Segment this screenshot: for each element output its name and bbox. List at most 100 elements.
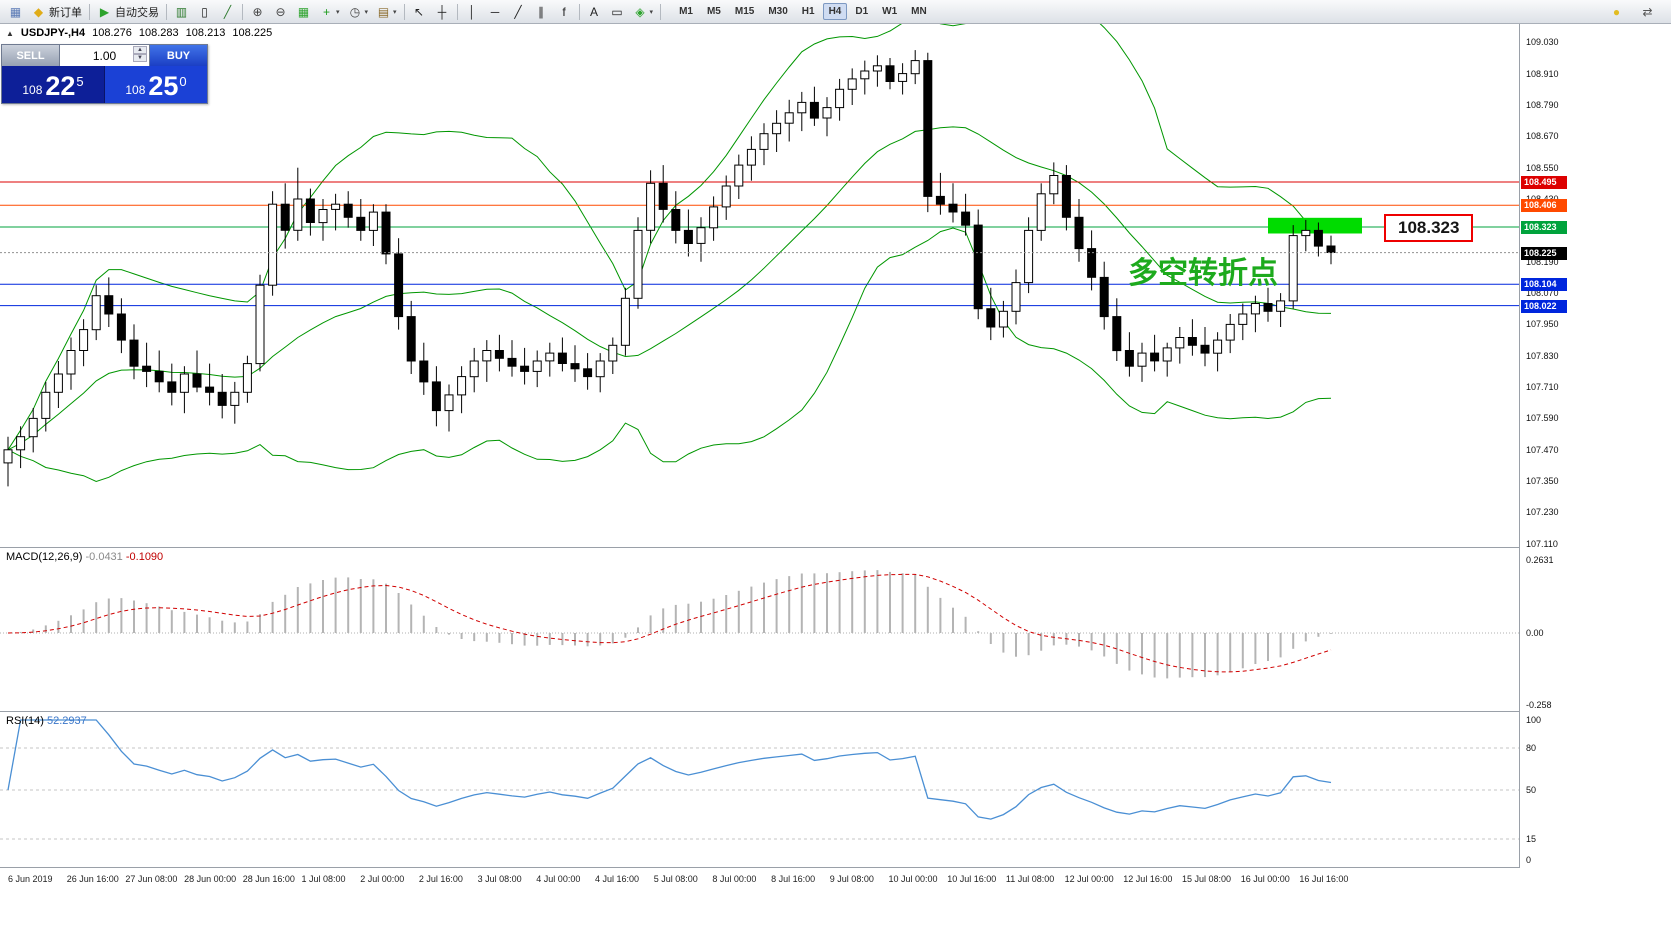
toolbar-separator bbox=[456, 3, 458, 20]
sell-price[interactable]: 108 22 5 bbox=[2, 66, 105, 103]
rsi-axis-label: 80 bbox=[1526, 743, 1537, 753]
timeframe-M1[interactable]: M1 bbox=[679, 6, 693, 17]
bollinger-bands bbox=[7, 24, 1332, 483]
time-label: 16 Jul 00:00 bbox=[1240, 874, 1290, 884]
timeframe-D1[interactable]: D1 bbox=[855, 6, 869, 17]
toolbar-button-periods-icon[interactable]: ◷ ▾ bbox=[344, 1, 373, 23]
toolbar-button-zoom-out-icon[interactable]: ⊖ bbox=[269, 1, 292, 23]
price-tick-label: 108.190 bbox=[1526, 256, 1559, 267]
ohlc-high: 108.283 bbox=[138, 27, 179, 39]
macd-label-text: MACD(12,26,9) bbox=[6, 551, 83, 563]
rsi-levels bbox=[0, 747, 1519, 840]
price-tick-label: 108.790 bbox=[1526, 99, 1559, 110]
price-axis[interactable]: 109.030 108.910 108.790 108.670 108.550 108.4… bbox=[1519, 24, 1671, 868]
highlight-rect[interactable] bbox=[1268, 217, 1362, 234]
candle-chart-icon: ▯ bbox=[201, 4, 208, 19]
text-icon: A bbox=[590, 4, 599, 19]
toolbar-button-bulb-icon[interactable]: ● bbox=[1605, 1, 1628, 23]
timeframe-group: M1 M5 M15 M30 H1 H4 D1 W1 MN bbox=[672, 3, 934, 20]
time-label: 15 Jul 08:00 bbox=[1182, 874, 1232, 884]
time-label: 28 Jun 00:00 bbox=[184, 874, 237, 884]
dropdown-caret-icon: ▾ bbox=[393, 8, 397, 16]
toolbar-button-refresh-icon[interactable]: ⇄ bbox=[1636, 1, 1659, 23]
stepper-up-icon[interactable]: ▲ bbox=[133, 46, 147, 54]
bar-chart-icon: ▥ bbox=[175, 4, 188, 19]
price-tick-label: 108.070 bbox=[1526, 288, 1559, 299]
annotation-text: 多空转折点 bbox=[1128, 257, 1278, 290]
panel-separator[interactable] bbox=[0, 547, 1671, 548]
toolbar-button-app-icon[interactable]: ▦ bbox=[4, 1, 27, 23]
price-tick-label: 108.670 bbox=[1526, 131, 1559, 142]
toolbar-separator bbox=[242, 3, 243, 20]
price-tick-label: 107.950 bbox=[1526, 319, 1559, 330]
rsi-axis-label: 50 bbox=[1526, 785, 1537, 795]
panel-separator bbox=[0, 867, 1671, 868]
timeframe-MN[interactable]: MN bbox=[911, 6, 927, 17]
time-label: 9 Jul 08:00 bbox=[829, 874, 874, 884]
stepper-down-icon[interactable]: ▼ bbox=[133, 54, 147, 62]
fibonacci-icon: f bbox=[562, 4, 566, 19]
toolbar-button-label-icon[interactable]: ▭ bbox=[606, 1, 629, 23]
toolbar-button-fibonacci-icon[interactable]: f bbox=[553, 1, 576, 23]
rsi-chart[interactable] bbox=[0, 712, 1519, 868]
sell-price-prefix: 108 bbox=[22, 83, 43, 97]
price-level-tag: 108.104 bbox=[1521, 278, 1567, 292]
buy-button[interactable]: BUY bbox=[149, 45, 207, 66]
toolbar-button-bar-chart-icon[interactable]: ▥ bbox=[170, 1, 193, 23]
panel-separator[interactable] bbox=[0, 711, 1671, 712]
time-label: 16 Jul 16:00 bbox=[1299, 874, 1349, 884]
toolbar-button-arrows-icon[interactable]: ◈ ▾ bbox=[629, 1, 658, 23]
toolbar-separator bbox=[89, 3, 90, 20]
macd-value-2: -0.1090 bbox=[125, 551, 164, 563]
toolbar-button-indicators-icon[interactable]: + ▾ bbox=[315, 1, 344, 23]
toolbar: ▦ ◆ 新订单 ▶ 自动交易 ▥ ▯ ╱ ⊕ ⊖ ▦ + ▾ ◷ ▾ ▤ ▾ ↖ ┼ │ ─ ╱ ∥ f A ▭ ◈ ▾ M1 M5 M1… bbox=[0, 0, 1671, 24]
timeframe-H1[interactable]: H1 bbox=[801, 6, 815, 17]
buy-price[interactable]: 108 25 0 bbox=[105, 66, 207, 103]
macd-chart[interactable] bbox=[0, 548, 1519, 712]
timeframe-M5[interactable]: M5 bbox=[706, 6, 721, 17]
toolbar-button-cursor-icon[interactable]: ↖ bbox=[408, 1, 431, 23]
price-tick-label: 107.470 bbox=[1526, 444, 1559, 455]
time-label: 11 Jul 08:00 bbox=[1005, 874, 1055, 884]
chart-panel[interactable]: ▲ USDJPY-,H4 108.276 108.283 108.213 108… bbox=[0, 24, 1519, 548]
toolbar-button-hline-icon[interactable]: ─ bbox=[484, 1, 507, 23]
volume-input[interactable]: 1.00 ▲ ▼ bbox=[60, 45, 149, 66]
candlestick-chart[interactable] bbox=[0, 24, 1519, 548]
level-lines[interactable] bbox=[0, 181, 1519, 307]
toolbar-button-tile-windows-icon[interactable]: ▦ bbox=[292, 1, 315, 23]
rsi-value: 52.2937 bbox=[46, 715, 87, 727]
channel-icon: ∥ bbox=[538, 4, 545, 19]
toolbar-button-vline-icon[interactable]: │ bbox=[461, 1, 484, 23]
toolbar-button-zoom-in-icon[interactable]: ⊕ bbox=[246, 1, 269, 23]
price-callout-box: 108.323 bbox=[1384, 214, 1474, 242]
time-axis[interactable]: 6 Jun 2019 26 Jun 16:00 27 Jun 08:00 28 Jun… bbox=[0, 868, 1671, 898]
timeframe-H4[interactable]: H4 bbox=[822, 3, 848, 20]
toolbar-button-text-icon[interactable]: A bbox=[583, 1, 606, 23]
volume-steppers[interactable]: ▲ ▼ bbox=[133, 46, 147, 62]
timeframe-M30[interactable]: M30 bbox=[768, 6, 788, 17]
toolbar-button-autotrade-icon[interactable]: ▶ 自动交易 bbox=[93, 1, 163, 23]
buy-price-sup: 0 bbox=[179, 74, 187, 89]
autotrade-icon: ▶ bbox=[99, 4, 110, 19]
candles bbox=[3, 50, 1336, 487]
toolbar-button-new-order-icon[interactable]: ◆ 新订单 bbox=[27, 1, 86, 23]
toolbar-button-templates-icon[interactable]: ▤ ▾ bbox=[372, 1, 401, 23]
time-label: 10 Jul 16:00 bbox=[947, 874, 997, 884]
toolbar-button-trendline-icon[interactable]: ╱ bbox=[507, 1, 530, 23]
bulb-icon: ● bbox=[1612, 4, 1621, 19]
toolbar-items: ▦ ◆ 新订单 ▶ 自动交易 ▥ ▯ ╱ ⊕ ⊖ ▦ + ▾ ◷ ▾ ▤ ▾ ↖ ┼ │ ─ ╱ ∥ f A ▭ ◈ ▾ bbox=[4, 0, 664, 23]
toolbar-separator bbox=[660, 3, 662, 20]
toolbar-button-crosshair-icon[interactable]: ┼ bbox=[431, 1, 454, 23]
toolbar-button-line-chart-icon[interactable]: ╱ bbox=[216, 1, 239, 23]
toolbar-button-channel-icon[interactable]: ∥ bbox=[530, 1, 553, 23]
sell-button[interactable]: SELL bbox=[2, 45, 60, 66]
toolbar-button-candle-chart-icon[interactable]: ▯ bbox=[193, 1, 216, 23]
toolbar-button-label: 新订单 bbox=[49, 6, 82, 19]
line-chart-icon: ╱ bbox=[223, 4, 232, 19]
collapse-icon[interactable]: ▲ bbox=[6, 28, 14, 38]
indicators-icon: + bbox=[322, 4, 330, 19]
timeframe-M15[interactable]: M15 bbox=[734, 6, 755, 17]
timeframe-W1[interactable]: W1 bbox=[882, 6, 898, 17]
cursor-icon: ↖ bbox=[414, 4, 425, 19]
